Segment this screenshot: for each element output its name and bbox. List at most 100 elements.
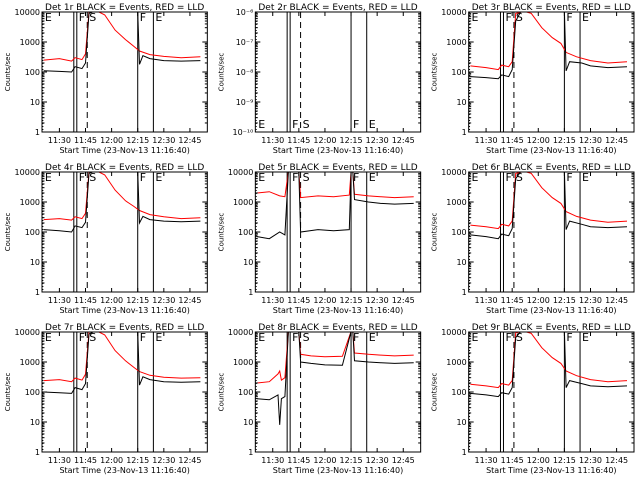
marker-label: F (566, 331, 572, 344)
marker-label: E (258, 331, 265, 344)
plot-frame (468, 331, 635, 453)
series-events (43, 172, 201, 233)
y-tick-label: 10 (243, 418, 253, 427)
chart-title: Det 5r BLACK = Events, RED = LLD (258, 163, 417, 173)
x-tick-label: 11:45 (74, 296, 97, 305)
x-axis-label: Start Time (23-Nov-13 11:16:40) (59, 146, 189, 155)
marker-label: E (472, 331, 479, 344)
y-axis-label: Counts/sec (431, 213, 439, 252)
x-tick-label: 11:30 (261, 296, 284, 305)
y-tick-label: 10000 (15, 328, 40, 337)
x-tick-label: 11:30 (48, 296, 71, 305)
x-tick-label: 12:45 (178, 456, 201, 465)
marker-label: F (353, 118, 359, 131)
y-tick-label: 10 (30, 98, 40, 107)
x-tick-label: 11:45 (501, 136, 524, 145)
y-tick-label: 1000 (20, 358, 40, 367)
y-tick-label: 10⁻⁸ (236, 68, 254, 77)
x-axis-label: Start Time (23-Nov-13 11:16:40) (59, 466, 189, 475)
y-tick-label: 1000 (233, 198, 253, 207)
marker-label: F (505, 11, 511, 24)
marker-label: S (303, 171, 310, 184)
marker-label: E (582, 11, 589, 24)
y-tick-label: 100 (238, 228, 253, 237)
x-tick-label: 12:00 (527, 136, 550, 145)
x-tick-label: 11:45 (287, 136, 310, 145)
x-tick-label: 12:00 (100, 296, 123, 305)
y-tick-label: 100 (451, 228, 466, 237)
x-tick-label: 12:00 (527, 296, 550, 305)
x-tick-label: 12:15 (340, 456, 363, 465)
series-lld (43, 332, 201, 383)
y-axis-label: Counts/sec (4, 53, 12, 92)
x-tick-label: 12:15 (553, 456, 576, 465)
x-tick-label: 12:45 (178, 136, 201, 145)
x-tick-label: 12:15 (553, 136, 576, 145)
series-events (257, 332, 414, 425)
chart-title: Det 7r BLACK = Events, RED = LLD (45, 323, 204, 333)
series-lld (470, 12, 628, 71)
y-tick-label: 100 (451, 68, 466, 77)
x-tick-label: 12:00 (313, 296, 336, 305)
marker-label: E (369, 171, 376, 184)
x-tick-label: 12:15 (126, 136, 149, 145)
series-events (43, 12, 201, 73)
y-tick-label: 10 (30, 418, 40, 427)
y-tick-label: 10000 (228, 168, 253, 177)
x-tick-label: 12:30 (579, 296, 602, 305)
y-tick-label: 100 (25, 228, 40, 237)
y-axis-label: Counts/sec (431, 53, 439, 92)
x-tick-label: 11:30 (48, 456, 71, 465)
y-tick-label: 10000 (15, 168, 40, 177)
x-tick-label: 11:30 (475, 296, 498, 305)
series-lld (43, 12, 201, 62)
y-tick-label: 1000 (446, 358, 466, 367)
x-axis-label: Start Time (23-Nov-13 11:16:40) (273, 306, 403, 315)
x-axis-label: Start Time (23-Nov-13 11:16:40) (486, 306, 616, 315)
x-axis-label: Start Time (23-Nov-13 11:16:40) (486, 466, 616, 475)
y-tick-label: 1 (462, 288, 467, 297)
chart-title: Det 2r BLACK = Events, RED = LLD (258, 3, 417, 13)
y-tick-label: 100 (25, 68, 40, 77)
x-tick-label: 12:00 (100, 456, 123, 465)
series-lld (43, 172, 201, 221)
x-tick-label: 12:30 (579, 456, 602, 465)
plot-frame (468, 11, 635, 133)
marker-label: F (292, 118, 298, 131)
marker-label: F (505, 331, 511, 344)
y-axis-label: Counts/sec (217, 213, 225, 252)
series-events (43, 332, 201, 394)
y-tick-label: 1000 (20, 38, 40, 47)
x-tick-label: 11:30 (475, 456, 498, 465)
y-tick-label: 10⁻¹⁰ (233, 128, 254, 137)
y-tick-label: 10 (456, 98, 466, 107)
x-tick-label: 12:00 (313, 456, 336, 465)
series-events (257, 172, 414, 240)
y-axis-label: Counts/sec (217, 373, 225, 412)
y-axis-label: Counts/sec (217, 53, 225, 92)
x-tick-label: 11:45 (74, 456, 97, 465)
y-axis-label: Counts/sec (4, 213, 12, 252)
y-tick-label: 1 (35, 128, 40, 137)
marker-label: S (516, 331, 523, 344)
x-tick-label: 11:30 (475, 136, 498, 145)
x-tick-label: 12:30 (366, 456, 389, 465)
x-tick-label: 12:15 (126, 456, 149, 465)
x-tick-label: 12:30 (579, 136, 602, 145)
marker-label: E (472, 11, 479, 24)
y-tick-label: 1000 (233, 358, 253, 367)
marker-label: E (45, 11, 52, 24)
marker-label: E (45, 171, 52, 184)
x-tick-label: 11:45 (287, 296, 310, 305)
x-axis-label: Start Time (23-Nov-13 11:16:40) (273, 466, 403, 475)
x-axis-label: Start Time (23-Nov-13 11:16:40) (486, 146, 616, 155)
marker-label: S (89, 171, 96, 184)
y-tick-label: 1 (248, 288, 253, 297)
x-tick-label: 11:45 (287, 456, 310, 465)
